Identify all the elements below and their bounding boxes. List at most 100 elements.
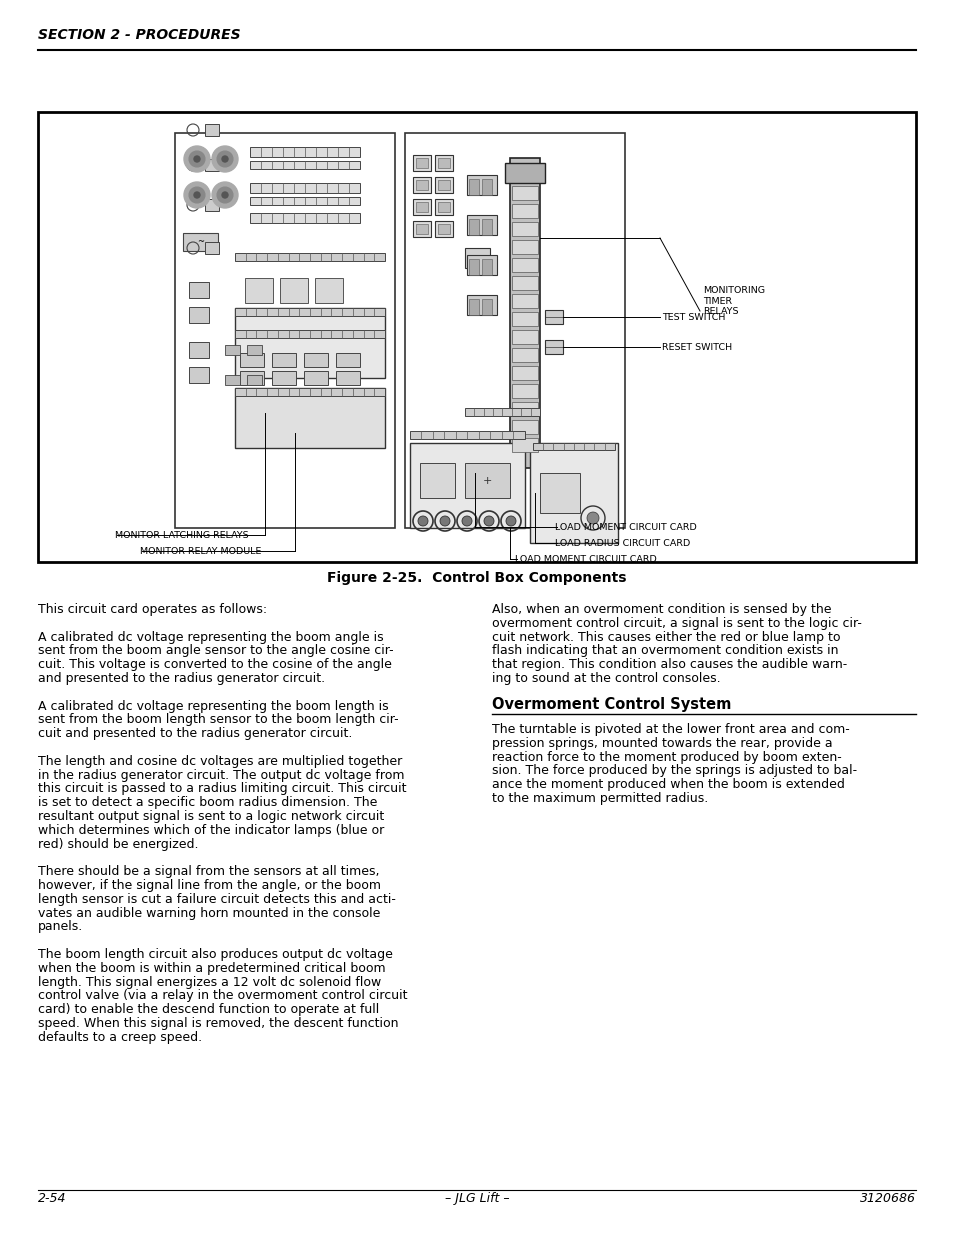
Text: pression springs, mounted towards the rear, provide a: pression springs, mounted towards the re… xyxy=(492,737,832,750)
Bar xyxy=(481,179,492,195)
Text: sent from the boom angle sensor to the angle cosine cir-: sent from the boom angle sensor to the a… xyxy=(38,645,394,657)
Bar xyxy=(416,158,428,168)
Bar xyxy=(481,299,492,315)
Bar xyxy=(205,199,219,211)
Text: 3120686: 3120686 xyxy=(859,1192,915,1205)
Bar xyxy=(530,443,618,543)
Bar xyxy=(416,203,428,212)
Bar xyxy=(205,242,219,254)
Bar xyxy=(335,370,359,385)
Text: ing to sound at the control consoles.: ing to sound at the control consoles. xyxy=(492,672,720,685)
Circle shape xyxy=(189,151,205,167)
Circle shape xyxy=(439,516,450,526)
Bar xyxy=(544,340,562,354)
Text: 2-54: 2-54 xyxy=(38,1192,67,1205)
Bar xyxy=(314,278,343,303)
Bar xyxy=(304,353,328,367)
Circle shape xyxy=(505,516,516,526)
Bar xyxy=(512,186,537,200)
Text: is set to detect a specific boom radius dimension. The: is set to detect a specific boom radius … xyxy=(38,797,377,809)
Text: SECTION 2 - PROCEDURES: SECTION 2 - PROCEDURES xyxy=(38,28,240,42)
Circle shape xyxy=(193,156,200,162)
Text: A calibrated dc voltage representing the boom angle is: A calibrated dc voltage representing the… xyxy=(38,631,383,643)
Bar xyxy=(335,353,359,367)
Text: reaction force to the moment produced by boom exten-: reaction force to the moment produced by… xyxy=(492,751,841,763)
Text: cuit network. This causes either the red or blue lamp to: cuit network. This causes either the red… xyxy=(492,631,840,643)
Text: in the radius generator circuit. The output dc voltage from: in the radius generator circuit. The out… xyxy=(38,768,404,782)
Text: LOAD MOMENT CIRCUIT CARD: LOAD MOMENT CIRCUIT CARD xyxy=(515,555,656,563)
Text: overmoment control circuit, a signal is sent to the logic cir-: overmoment control circuit, a signal is … xyxy=(492,616,861,630)
Bar xyxy=(234,253,385,261)
Bar xyxy=(544,310,562,324)
Bar xyxy=(413,221,431,237)
Bar xyxy=(189,282,209,298)
Bar xyxy=(512,258,537,272)
Text: and presented to the radius generator circuit.: and presented to the radius generator ci… xyxy=(38,672,325,685)
Text: speed. When this signal is removed, the descent function: speed. When this signal is removed, the … xyxy=(38,1016,398,1030)
Text: length sensor is cut a failure circuit detects this and acti-: length sensor is cut a failure circuit d… xyxy=(38,893,395,905)
Circle shape xyxy=(212,146,237,172)
Text: RESET SWITCH: RESET SWITCH xyxy=(661,342,731,352)
Bar xyxy=(410,443,524,529)
Bar xyxy=(512,366,537,380)
Circle shape xyxy=(483,516,494,526)
Bar xyxy=(467,295,497,315)
Circle shape xyxy=(222,156,228,162)
Circle shape xyxy=(193,191,200,198)
Circle shape xyxy=(184,182,210,207)
Text: The length and cosine dc voltages are multiplied together: The length and cosine dc voltages are mu… xyxy=(38,755,402,768)
Bar xyxy=(469,179,478,195)
Bar xyxy=(467,254,497,275)
Text: +: + xyxy=(482,475,491,487)
Bar xyxy=(304,370,328,385)
Text: panels.: panels. xyxy=(38,920,83,934)
Text: that region. This condition also causes the audible warn-: that region. This condition also causes … xyxy=(492,658,846,671)
Circle shape xyxy=(189,186,205,203)
Bar xyxy=(38,112,915,562)
Text: MONITOR LATCHING RELAYS: MONITOR LATCHING RELAYS xyxy=(115,531,249,540)
Bar xyxy=(469,219,478,235)
Bar xyxy=(464,248,490,268)
Bar xyxy=(183,233,218,251)
Text: LOAD MOMENT CIRCUIT CARD: LOAD MOMENT CIRCUIT CARD xyxy=(555,522,696,531)
Text: Overmoment Control System: Overmoment Control System xyxy=(492,697,731,713)
Bar xyxy=(416,180,428,190)
Bar xyxy=(464,408,539,416)
Bar xyxy=(512,204,537,219)
Bar xyxy=(512,330,537,345)
Bar xyxy=(413,156,431,170)
Bar xyxy=(512,168,537,182)
Bar xyxy=(416,224,428,233)
Bar xyxy=(272,353,295,367)
Circle shape xyxy=(417,516,428,526)
Text: sion. The force produced by the springs is adjusted to bal-: sion. The force produced by the springs … xyxy=(492,764,856,777)
Text: cuit and presented to the radius generator circuit.: cuit and presented to the radius generat… xyxy=(38,727,352,740)
Bar xyxy=(189,367,209,383)
Bar xyxy=(189,342,209,358)
Bar xyxy=(205,124,219,136)
Bar xyxy=(533,443,615,450)
Text: This circuit card operates as follows:: This circuit card operates as follows: xyxy=(38,603,267,616)
Circle shape xyxy=(586,513,598,524)
Text: length. This signal energizes a 12 volt dc solenoid flow: length. This signal energizes a 12 volt … xyxy=(38,976,381,988)
Bar xyxy=(481,259,492,275)
Bar xyxy=(410,431,524,438)
Bar xyxy=(467,175,497,195)
Bar xyxy=(250,183,359,193)
Bar xyxy=(512,403,537,416)
Bar xyxy=(437,203,450,212)
Bar xyxy=(504,163,544,183)
Text: Figure 2-25.  Control Box Components: Figure 2-25. Control Box Components xyxy=(327,571,626,585)
Bar xyxy=(512,240,537,254)
Bar xyxy=(435,177,453,193)
Bar xyxy=(512,294,537,308)
Bar xyxy=(189,308,209,324)
Bar xyxy=(250,198,359,205)
Bar xyxy=(437,158,450,168)
Bar xyxy=(272,370,295,385)
Bar xyxy=(512,348,537,362)
Bar xyxy=(225,345,240,354)
Text: LOAD RADIUS CIRCUIT CARD: LOAD RADIUS CIRCUIT CARD xyxy=(555,538,690,547)
Bar xyxy=(234,388,385,448)
Bar xyxy=(280,278,308,303)
